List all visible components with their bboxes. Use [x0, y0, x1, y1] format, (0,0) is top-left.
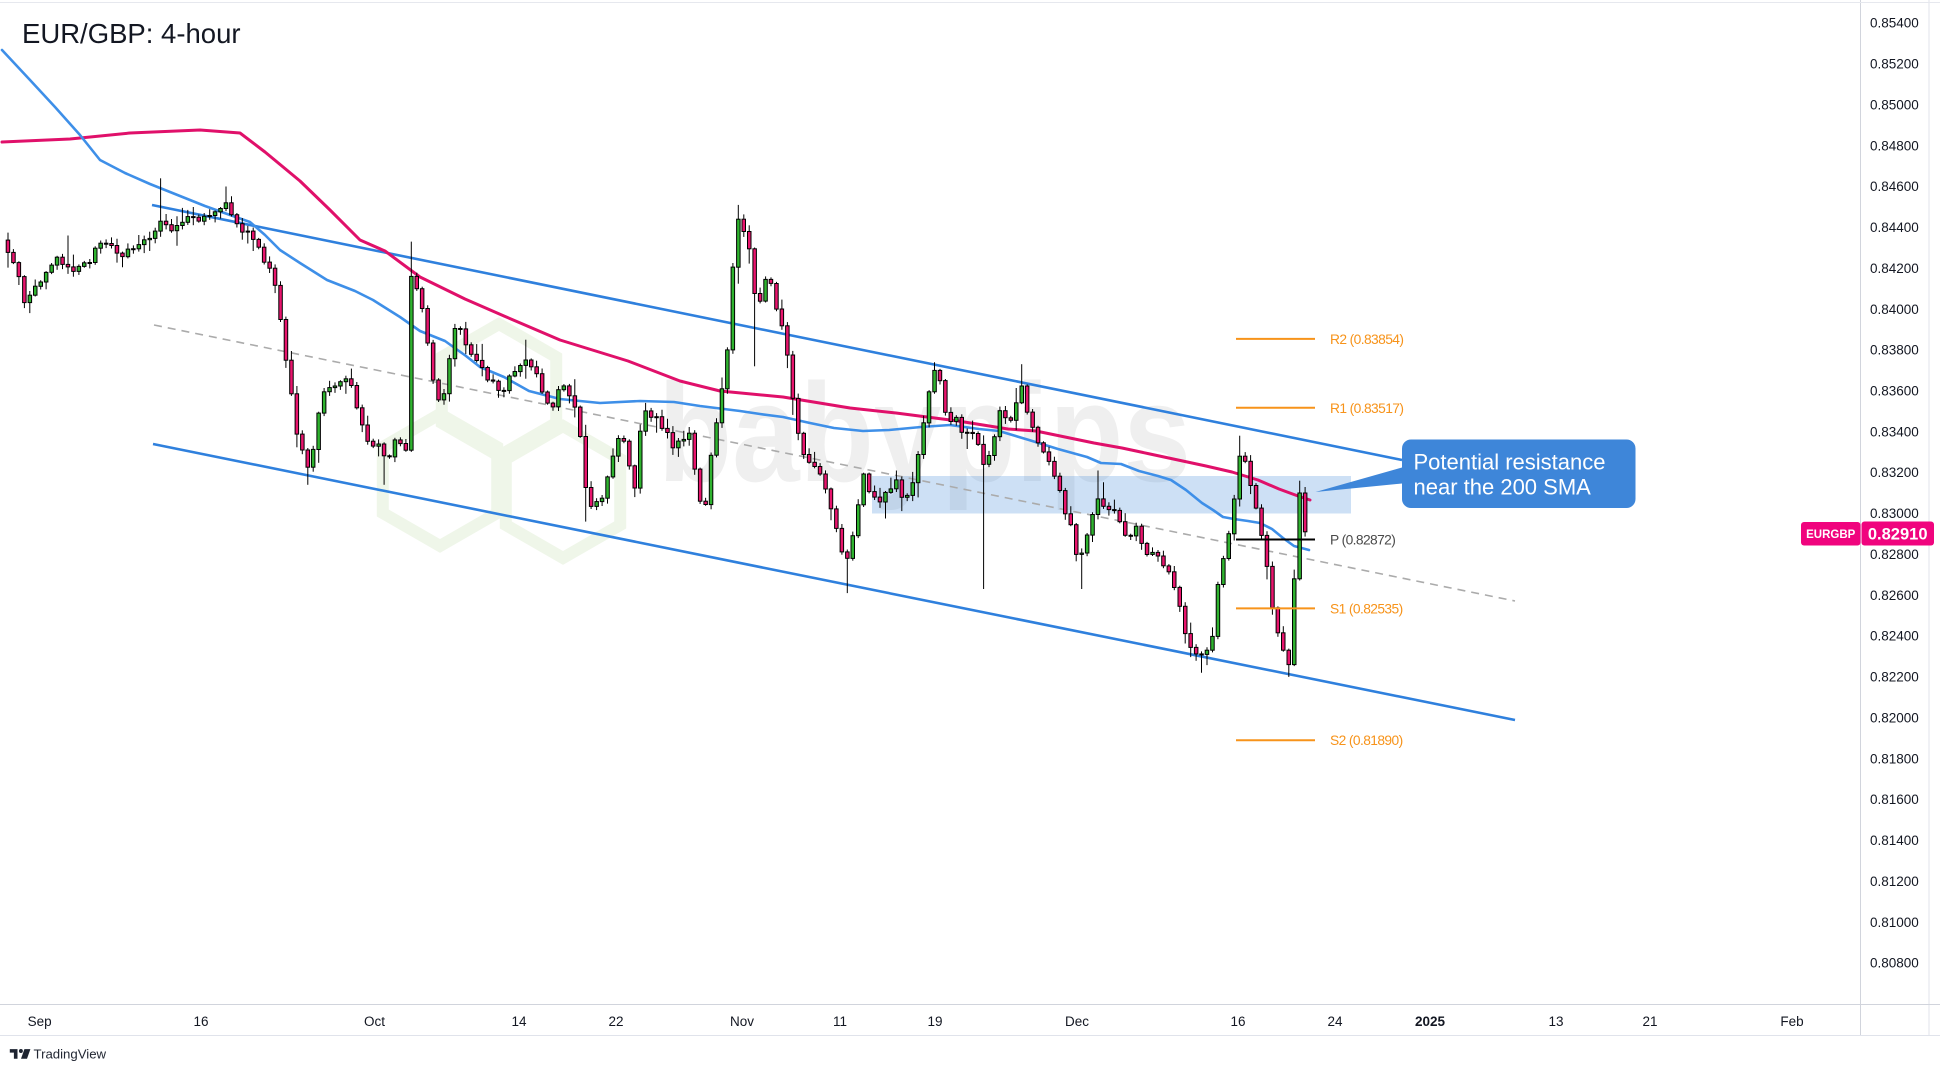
- svg-text:19: 19: [927, 1014, 942, 1029]
- svg-text:0.82200: 0.82200: [1870, 670, 1919, 685]
- svg-text:0.83400: 0.83400: [1870, 424, 1919, 439]
- svg-text:0.83800: 0.83800: [1870, 343, 1919, 358]
- svg-text:R1 (0.83517): R1 (0.83517): [1330, 401, 1403, 416]
- svg-text:0.81000: 0.81000: [1870, 915, 1919, 930]
- svg-text:24: 24: [1327, 1014, 1343, 1029]
- svg-text:0.83600: 0.83600: [1870, 384, 1919, 399]
- svg-text:R2 (0.83854): R2 (0.83854): [1330, 332, 1403, 347]
- svg-text:0.84200: 0.84200: [1870, 261, 1919, 276]
- svg-text:0.84400: 0.84400: [1870, 220, 1919, 235]
- svg-text:Dec: Dec: [1065, 1014, 1089, 1029]
- svg-text:0.82000: 0.82000: [1870, 710, 1919, 725]
- svg-text:11: 11: [833, 1014, 847, 1029]
- svg-text:Feb: Feb: [1780, 1014, 1803, 1029]
- svg-text:0.82600: 0.82600: [1870, 588, 1919, 603]
- svg-text:0.83000: 0.83000: [1870, 506, 1919, 521]
- svg-text:0.85000: 0.85000: [1870, 97, 1919, 112]
- svg-text:0.80800: 0.80800: [1870, 956, 1919, 971]
- svg-text:Nov: Nov: [730, 1014, 754, 1029]
- svg-text:0.82910: 0.82910: [1868, 526, 1928, 544]
- svg-text:0.85200: 0.85200: [1870, 57, 1919, 72]
- svg-text:16: 16: [193, 1014, 208, 1029]
- svg-text:0.85400: 0.85400: [1870, 16, 1919, 31]
- svg-text:TradingView: TradingView: [34, 1047, 107, 1062]
- svg-text:0.81200: 0.81200: [1870, 874, 1919, 889]
- svg-text:Potential resistance: Potential resistance: [1414, 450, 1606, 475]
- svg-text:Sep: Sep: [28, 1014, 52, 1029]
- svg-text:0.83200: 0.83200: [1870, 465, 1919, 480]
- svg-text:0.82400: 0.82400: [1870, 629, 1919, 644]
- svg-text:EURGBP: EURGBP: [1806, 529, 1856, 541]
- svg-text:0.81400: 0.81400: [1870, 833, 1919, 848]
- svg-text:0.81800: 0.81800: [1870, 751, 1919, 766]
- svg-text:16: 16: [1230, 1014, 1245, 1029]
- svg-text:2025: 2025: [1415, 1014, 1446, 1029]
- svg-text:near the 200 SMA: near the 200 SMA: [1414, 475, 1592, 500]
- svg-text:13: 13: [1548, 1014, 1563, 1029]
- svg-text:Oct: Oct: [364, 1014, 385, 1029]
- svg-text:P (0.82872): P (0.82872): [1330, 533, 1395, 548]
- svg-text:0.82800: 0.82800: [1870, 547, 1919, 562]
- svg-text:0.84600: 0.84600: [1870, 179, 1919, 194]
- svg-text:S1 (0.82535): S1 (0.82535): [1330, 601, 1403, 616]
- svg-text:S2 (0.81890): S2 (0.81890): [1330, 733, 1403, 748]
- svg-text:0.81600: 0.81600: [1870, 792, 1919, 807]
- svg-text:14: 14: [511, 1014, 527, 1029]
- svg-text:0.84000: 0.84000: [1870, 302, 1919, 317]
- svg-text:22: 22: [608, 1014, 623, 1029]
- svg-text:21: 21: [1642, 1014, 1657, 1029]
- svg-text:EUR/GBP: 4-hour: EUR/GBP: 4-hour: [22, 18, 241, 49]
- svg-text:0.84800: 0.84800: [1870, 138, 1919, 153]
